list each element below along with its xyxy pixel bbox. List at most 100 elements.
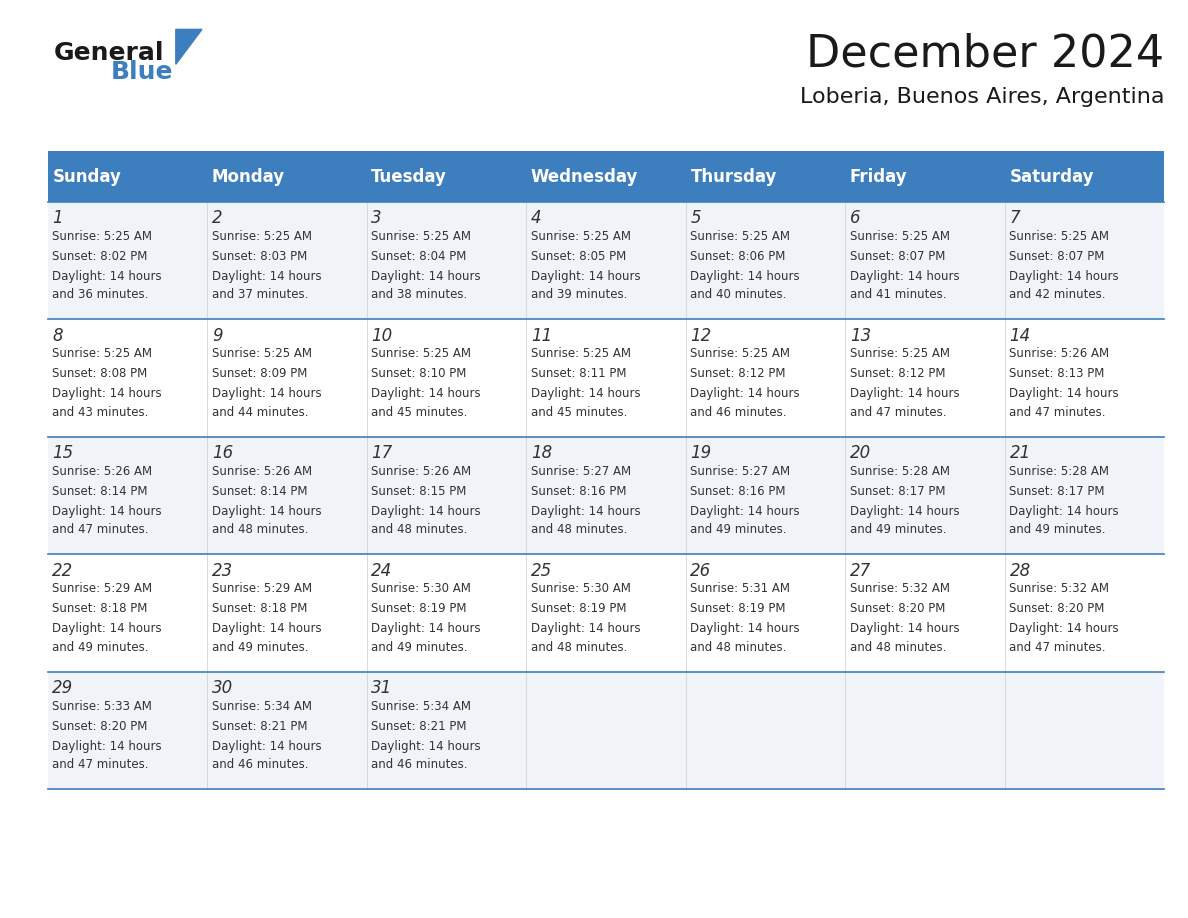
Text: and 46 minutes.: and 46 minutes. [211, 758, 309, 771]
Text: Sunset: 8:14 PM: Sunset: 8:14 PM [52, 485, 147, 498]
Text: Sunset: 8:20 PM: Sunset: 8:20 PM [52, 720, 147, 733]
Bar [48, 202, 1164, 319]
Text: Daylight: 14 hours: Daylight: 14 hours [211, 622, 322, 635]
Text: and 48 minutes.: and 48 minutes. [372, 523, 468, 536]
Text: Daylight: 14 hours: Daylight: 14 hours [1010, 622, 1119, 635]
Text: Sunset: 8:16 PM: Sunset: 8:16 PM [690, 485, 786, 498]
Text: 7: 7 [1010, 209, 1020, 228]
Text: and 47 minutes.: and 47 minutes. [849, 406, 947, 419]
Text: Sunrise: 5:26 AM: Sunrise: 5:26 AM [52, 465, 152, 477]
Text: Sunset: 8:16 PM: Sunset: 8:16 PM [531, 485, 626, 498]
Text: 31: 31 [372, 679, 392, 698]
Text: Sunset: 8:18 PM: Sunset: 8:18 PM [52, 602, 147, 615]
Text: Daylight: 14 hours: Daylight: 14 hours [211, 505, 322, 518]
Text: Sunset: 8:07 PM: Sunset: 8:07 PM [1010, 250, 1105, 263]
Text: Sunrise: 5:33 AM: Sunrise: 5:33 AM [52, 700, 152, 712]
Text: and 37 minutes.: and 37 minutes. [211, 288, 308, 301]
Text: Daylight: 14 hours: Daylight: 14 hours [531, 622, 640, 635]
Text: 21: 21 [1010, 444, 1031, 463]
Text: and 42 minutes.: and 42 minutes. [1010, 288, 1106, 301]
Text: Daylight: 14 hours: Daylight: 14 hours [531, 270, 640, 283]
Bar [48, 437, 1164, 554]
Text: and 48 minutes.: and 48 minutes. [531, 641, 627, 654]
Text: Sunset: 8:12 PM: Sunset: 8:12 PM [690, 367, 786, 380]
Text: Sunday: Sunday [52, 168, 121, 185]
Bar [48, 672, 1164, 789]
Text: Sunrise: 5:26 AM: Sunrise: 5:26 AM [211, 465, 312, 477]
Text: Sunrise: 5:25 AM: Sunrise: 5:25 AM [1010, 230, 1110, 242]
Text: Sunset: 8:04 PM: Sunset: 8:04 PM [372, 250, 467, 263]
Text: Sunset: 8:15 PM: Sunset: 8:15 PM [372, 485, 467, 498]
Text: 8: 8 [52, 327, 63, 345]
Text: Sunrise: 5:25 AM: Sunrise: 5:25 AM [690, 347, 790, 360]
Text: Sunset: 8:19 PM: Sunset: 8:19 PM [372, 602, 467, 615]
Text: Sunrise: 5:25 AM: Sunrise: 5:25 AM [531, 230, 631, 242]
Text: Sunset: 8:07 PM: Sunset: 8:07 PM [849, 250, 946, 263]
Text: Sunrise: 5:31 AM: Sunrise: 5:31 AM [690, 582, 790, 595]
Text: Sunset: 8:19 PM: Sunset: 8:19 PM [531, 602, 626, 615]
Text: and 47 minutes.: and 47 minutes. [1010, 406, 1106, 419]
Text: 15: 15 [52, 444, 74, 463]
Text: Sunset: 8:21 PM: Sunset: 8:21 PM [211, 720, 308, 733]
Text: Sunset: 8:12 PM: Sunset: 8:12 PM [849, 367, 946, 380]
Text: Loberia, Buenos Aires, Argentina: Loberia, Buenos Aires, Argentina [800, 87, 1164, 107]
Text: Sunset: 8:21 PM: Sunset: 8:21 PM [372, 720, 467, 733]
Text: Blue: Blue [110, 60, 173, 84]
Text: Friday: Friday [849, 168, 908, 185]
Text: December 2024: December 2024 [807, 32, 1164, 75]
Text: Sunset: 8:11 PM: Sunset: 8:11 PM [531, 367, 626, 380]
Text: and 38 minutes.: and 38 minutes. [372, 288, 468, 301]
Text: Daylight: 14 hours: Daylight: 14 hours [372, 505, 481, 518]
Text: 25: 25 [531, 562, 552, 580]
Text: Daylight: 14 hours: Daylight: 14 hours [1010, 270, 1119, 283]
Text: Daylight: 14 hours: Daylight: 14 hours [849, 270, 960, 283]
Text: and 48 minutes.: and 48 minutes. [211, 523, 308, 536]
Text: 19: 19 [690, 444, 712, 463]
Text: 3: 3 [372, 209, 383, 228]
Text: 16: 16 [211, 444, 233, 463]
Text: 18: 18 [531, 444, 552, 463]
Text: Daylight: 14 hours: Daylight: 14 hours [531, 505, 640, 518]
Text: Sunrise: 5:26 AM: Sunrise: 5:26 AM [372, 465, 472, 477]
Text: and 47 minutes.: and 47 minutes. [1010, 641, 1106, 654]
Text: Sunset: 8:10 PM: Sunset: 8:10 PM [372, 367, 467, 380]
Text: and 47 minutes.: and 47 minutes. [52, 523, 148, 536]
Bar [48, 319, 1164, 437]
Text: 17: 17 [372, 444, 392, 463]
Text: and 45 minutes.: and 45 minutes. [372, 406, 468, 419]
Text: 29: 29 [52, 679, 74, 698]
Text: and 46 minutes.: and 46 minutes. [372, 758, 468, 771]
Text: and 48 minutes.: and 48 minutes. [849, 641, 947, 654]
Text: Sunset: 8:05 PM: Sunset: 8:05 PM [531, 250, 626, 263]
Text: Sunset: 8:18 PM: Sunset: 8:18 PM [211, 602, 308, 615]
Text: Daylight: 14 hours: Daylight: 14 hours [849, 505, 960, 518]
Text: and 39 minutes.: and 39 minutes. [531, 288, 627, 301]
Text: Daylight: 14 hours: Daylight: 14 hours [211, 740, 322, 753]
Text: and 48 minutes.: and 48 minutes. [531, 523, 627, 536]
Text: and 46 minutes.: and 46 minutes. [690, 406, 786, 419]
Text: 23: 23 [211, 562, 233, 580]
Text: Sunset: 8:02 PM: Sunset: 8:02 PM [52, 250, 147, 263]
Text: and 49 minutes.: and 49 minutes. [1010, 523, 1106, 536]
Text: Sunrise: 5:29 AM: Sunrise: 5:29 AM [211, 582, 312, 595]
Text: Sunrise: 5:25 AM: Sunrise: 5:25 AM [372, 230, 472, 242]
Text: Sunrise: 5:25 AM: Sunrise: 5:25 AM [372, 347, 472, 360]
Text: General: General [53, 41, 164, 65]
Text: 24: 24 [372, 562, 392, 580]
Text: Sunrise: 5:25 AM: Sunrise: 5:25 AM [211, 347, 311, 360]
Text: 22: 22 [52, 562, 74, 580]
Text: Sunrise: 5:25 AM: Sunrise: 5:25 AM [211, 230, 311, 242]
Bar [48, 151, 1164, 202]
Text: Sunrise: 5:26 AM: Sunrise: 5:26 AM [1010, 347, 1110, 360]
Text: Sunrise: 5:28 AM: Sunrise: 5:28 AM [1010, 465, 1110, 477]
Text: Monday: Monday [211, 168, 285, 185]
Text: and 49 minutes.: and 49 minutes. [211, 641, 309, 654]
Text: Sunset: 8:13 PM: Sunset: 8:13 PM [1010, 367, 1105, 380]
Text: Daylight: 14 hours: Daylight: 14 hours [372, 387, 481, 400]
Text: 13: 13 [849, 327, 871, 345]
Text: Saturday: Saturday [1010, 168, 1094, 185]
Text: Daylight: 14 hours: Daylight: 14 hours [52, 505, 162, 518]
Text: 27: 27 [849, 562, 871, 580]
Text: Sunrise: 5:34 AM: Sunrise: 5:34 AM [211, 700, 311, 712]
Text: 12: 12 [690, 327, 712, 345]
